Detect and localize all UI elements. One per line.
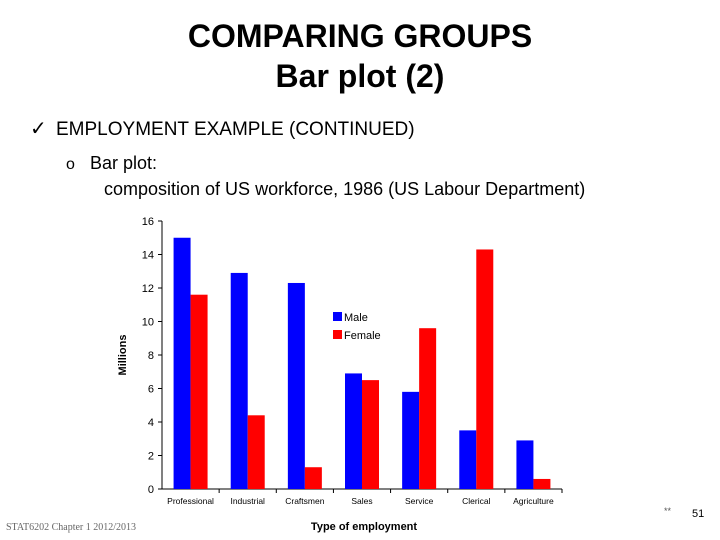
sub-bullet: o Bar plot: (66, 150, 157, 178)
footer-text: STAT6202 Chapter 1 2012/2013 (6, 522, 137, 533)
sub-bullet-text: composition of US workforce, 1986 (US La… (104, 179, 586, 199)
bar-female (533, 478, 551, 489)
bar-female (190, 294, 208, 489)
bar-male (459, 430, 477, 489)
y-tick-label: 6 (148, 384, 154, 396)
x-tick-label: Agriculture (513, 496, 554, 506)
slide-title: COMPARING GROUPS (187, 18, 533, 54)
x-tick-label: Clerical (462, 496, 490, 506)
page-number: 51 (692, 508, 705, 520)
bullet-text: EMPLOYMENT EXAMPLE (CONTINUED) (56, 119, 415, 140)
x-tick-label: Professional (167, 496, 214, 506)
sub-bullet-label: Bar plot: (90, 153, 158, 173)
bar-male (173, 237, 191, 489)
bar-male (287, 282, 305, 489)
bar-male (516, 440, 534, 489)
y-tick-label: 10 (142, 317, 154, 329)
bar-male (230, 272, 248, 489)
y-tick-label: 4 (148, 417, 154, 429)
legend-swatch-male (333, 312, 342, 321)
x-tick-label: Service (405, 496, 434, 506)
y-tick-label: 8 (148, 350, 154, 362)
x-tick-label: Sales (351, 496, 372, 506)
slide-subtitle: Bar plot (2) (275, 58, 445, 94)
y-tick-label: 0 (148, 484, 154, 496)
bar-female (476, 249, 494, 489)
legend-label-male: Male (344, 312, 368, 324)
bar-male (402, 391, 420, 489)
bar-female (247, 415, 265, 489)
bar-female (304, 467, 322, 489)
x-axis-title: Type of employment (311, 521, 417, 533)
y-tick-label: 16 (142, 216, 154, 228)
legend-swatch-female (333, 330, 342, 339)
y-tick-label: 2 (148, 451, 154, 463)
bullet-item: ✓ EMPLOYMENT EXAMPLE (CONTINUED) (30, 116, 415, 143)
sub-bullet-marker: o (66, 156, 75, 173)
y-tick-label: 14 (142, 250, 154, 262)
corner-mark: ** (664, 506, 672, 516)
legend-label-female: Female (344, 330, 381, 342)
bar-male (345, 373, 362, 489)
bar-female (362, 380, 379, 489)
x-tick-label: Industrial (230, 496, 265, 506)
checkmark-icon: ✓ (30, 118, 47, 140)
y-tick-label: 12 (142, 283, 154, 295)
x-tick-label: Craftsmen (285, 496, 324, 506)
bar-female (419, 328, 437, 489)
y-axis-title: Millions (117, 335, 129, 376)
